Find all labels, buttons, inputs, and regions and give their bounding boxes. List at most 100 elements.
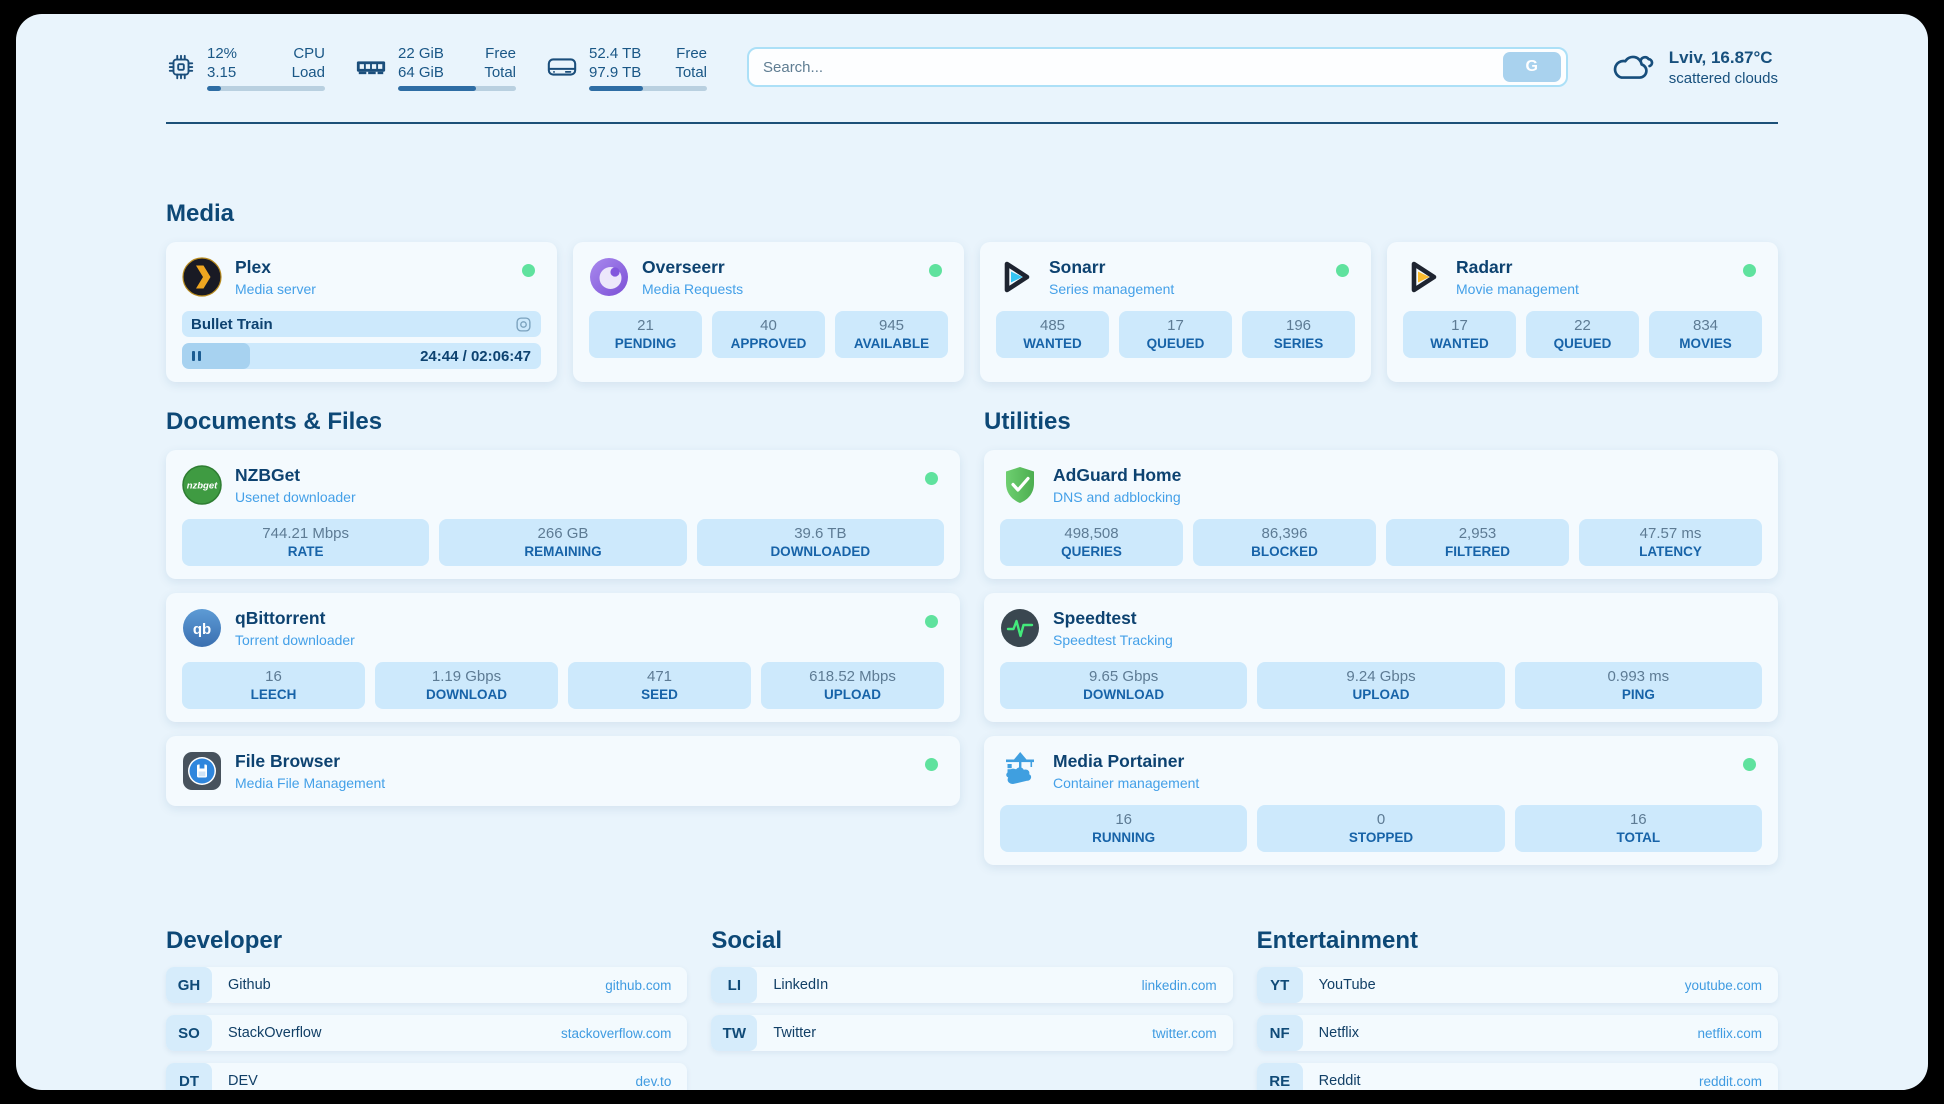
section-title-documents: Documents & Files — [166, 408, 383, 435]
overseerr-card[interactable]: Overseerr Media Requests 21 PENDING 40 A… — [573, 242, 964, 382]
app-subtitle: Torrent downloader — [235, 632, 355, 648]
bookmark-url: linkedin.com — [1141, 977, 1217, 993]
stat-downloaded: 39.6 TB DOWNLOADED — [696, 519, 944, 566]
online-status-dot — [925, 758, 938, 771]
section-title-utilities: Utilities — [984, 408, 1071, 435]
stat-blocked: 86,396 BLOCKED — [1193, 519, 1376, 566]
app-title: Plex — [235, 257, 271, 277]
adguard-icon — [1000, 465, 1040, 505]
bookmark-name: YouTube — [1318, 977, 1376, 993]
plex-icon — [182, 257, 222, 297]
app-subtitle: Media server — [235, 281, 316, 297]
stat-download: 9.65 Gbps DOWNLOAD — [1000, 662, 1248, 709]
bookmark-name: LinkedIn — [773, 977, 829, 993]
cloud-icon — [1610, 49, 1656, 85]
bookmark-url: stackoverflow.com — [561, 1025, 672, 1041]
stat-remaining: 266 GB REMAINING — [439, 519, 687, 566]
utilities-column: Utilities — [984, 408, 1778, 865]
online-status-dot — [1743, 264, 1756, 277]
bookmark-abbr: NF — [1256, 1015, 1303, 1051]
stat-available: 945 AVAILABLE — [835, 311, 948, 358]
online-status-dot — [925, 472, 938, 485]
stat-latency: 47.57 ms LATENCY — [1579, 519, 1762, 566]
section-title-media: Media — [166, 200, 235, 227]
radarr-card[interactable]: Radarr Movie management 17 WANTED 22 QUE… — [1387, 242, 1778, 382]
bookmark-netflix[interactable]: NF Netflix netflix.com — [1256, 1015, 1778, 1051]
stat-queued: 17 QUEUED — [1119, 311, 1232, 358]
nzbget-icon: nzbget — [182, 465, 222, 505]
search-input[interactable] — [763, 58, 1503, 76]
section-title-entertainment: Entertainment — [1256, 927, 1419, 954]
bookmark-abbr: YT — [1256, 967, 1303, 1003]
app-subtitle: Media File Management — [235, 775, 386, 791]
nzbget-card[interactable]: nzbget NZBGet Usenet downloader 744.21 M… — [166, 450, 960, 579]
bookmark-linkedin[interactable]: LI LinkedIn linkedin.com — [711, 967, 1233, 1003]
bookmark-youtube[interactable]: YT YouTube youtube.com — [1256, 967, 1778, 1003]
app-title: Sonarr — [1049, 257, 1106, 277]
media-cards-row: Plex Media server Bullet Train — [166, 242, 1778, 382]
cpu-values: 12% CPU — [207, 44, 325, 63]
app-subtitle: Usenet downloader — [235, 489, 356, 505]
weather-condition: scattered clouds — [1668, 69, 1778, 87]
app-subtitle: Speedtest Tracking — [1053, 632, 1173, 648]
stat-total: 16 TOTAL — [1514, 805, 1762, 852]
stat-seed: 471 SEED — [568, 662, 751, 709]
bookmark-abbr: DT — [166, 1063, 212, 1090]
now-playing-row: Bullet Train — [182, 311, 541, 337]
cpu-label: CPU — [293, 44, 325, 62]
bookmark-abbr: GH — [166, 967, 212, 1003]
weather-widget: Lviv, 16.87°C scattered clouds — [1610, 48, 1778, 87]
bookmark-url: youtube.com — [1684, 977, 1762, 993]
cpu-load-label: Load — [291, 63, 325, 81]
dashboard-page: 12% CPU 3.15 Load — [16, 14, 1928, 1090]
stat-rate: 744.21 Mbps RATE — [182, 519, 430, 566]
ram-total-label: Total — [484, 63, 516, 81]
qbittorrent-card[interactable]: qb qBittorrent Torrent downloader 16 LEE… — [166, 593, 960, 722]
bookmark-twitter[interactable]: TW Twitter twitter.com — [711, 1015, 1233, 1051]
portainer-card[interactable]: Media Portainer Container management 16 … — [984, 736, 1778, 865]
adguard-card[interactable]: AdGuard Home DNS and adblocking 498,508 … — [984, 450, 1778, 579]
search-engine-button[interactable]: G — [1502, 52, 1561, 82]
stat-pending: 21 PENDING — [589, 311, 702, 358]
app-title: Overseerr — [642, 257, 725, 277]
filebrowser-icon — [182, 751, 222, 791]
online-status-dot — [522, 264, 535, 277]
bookmark-abbr: LI — [711, 967, 758, 1003]
session-icon — [515, 316, 532, 333]
speedtest-card[interactable]: Speedtest Speedtest Tracking 9.65 Gbps D… — [984, 593, 1778, 722]
online-status-dot — [929, 264, 942, 277]
bookmark-dev[interactable]: DT DEV dev.to — [166, 1063, 688, 1090]
sonarr-card[interactable]: Sonarr Series management 485 WANTED 17 Q… — [980, 242, 1371, 382]
bookmark-reddit[interactable]: RE Reddit reddit.com — [1256, 1063, 1778, 1090]
bookmark-url: netflix.com — [1697, 1025, 1762, 1041]
cpu-widget: 12% CPU 3.15 Load — [166, 44, 325, 91]
stat-leech: 16 LEECH — [182, 662, 365, 709]
ram-free-label: Free — [485, 44, 516, 62]
documents-column: Documents & Files nzbget NZBGet — [166, 408, 960, 865]
plex-card[interactable]: Plex Media server Bullet Train — [166, 242, 557, 382]
bookmark-abbr: RE — [1256, 1063, 1303, 1090]
bookmark-url: reddit.com — [1698, 1073, 1762, 1089]
cpu-icon — [166, 52, 196, 82]
bookmark-github[interactable]: GH Github github.com — [166, 967, 688, 1003]
bookmark-name: DEV — [228, 1073, 258, 1089]
system-widgets: 12% CPU 3.15 Load — [166, 44, 707, 91]
filebrowser-card[interactable]: File Browser Media File Management — [166, 736, 960, 806]
section-title-social: Social — [711, 927, 783, 954]
stat-upload: 9.24 Gbps UPLOAD — [1257, 662, 1505, 709]
cpu-values2: 3.15 Load — [207, 63, 325, 82]
online-status-dot — [1743, 758, 1756, 771]
bookmark-stackoverflow[interactable]: SO StackOverflow stackoverflow.com — [166, 1015, 688, 1051]
section-title-developer: Developer — [166, 927, 283, 954]
stat-wanted: 485 WANTED — [996, 311, 1109, 358]
app-subtitle: Container management — [1053, 775, 1200, 791]
app-subtitle: Media Requests — [642, 281, 744, 297]
app-title: File Browser — [235, 751, 341, 771]
bookmark-abbr: TW — [711, 1015, 758, 1051]
cpu-percent: 12% — [207, 44, 238, 62]
weather-location: Lviv, 16.87°C — [1668, 47, 1773, 67]
stat-movies: 834 MOVIES — [1649, 311, 1762, 358]
stat-queries: 498,508 QUERIES — [1000, 519, 1183, 566]
bookmark-name: Reddit — [1318, 1073, 1361, 1089]
bookmark-name: StackOverflow — [228, 1025, 322, 1041]
